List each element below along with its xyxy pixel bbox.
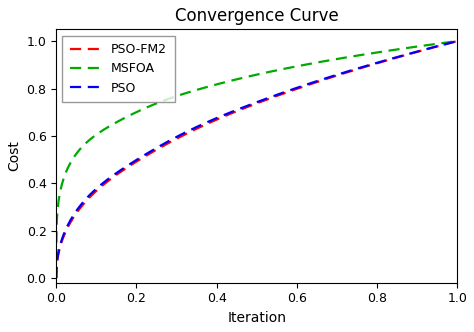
MSFOA <box>328 58 334 62</box>
Y-axis label: Cost: Cost <box>7 140 21 171</box>
Line: PSO: PSO <box>56 41 457 278</box>
PSO-FM2 <box>94 188 100 192</box>
Title: Convergence Curve: Convergence Curve <box>175 7 338 25</box>
PSO-FM2 <box>54 276 59 280</box>
PSO-FM2 <box>454 39 460 43</box>
MSFOA <box>366 52 372 56</box>
PSO <box>454 39 460 43</box>
PSO <box>94 186 100 190</box>
Line: MSFOA: MSFOA <box>56 41 457 278</box>
PSO-FM2 <box>328 75 334 79</box>
PSO <box>366 63 372 67</box>
Legend: PSO-FM2, MSFOA, PSO: PSO-FM2, MSFOA, PSO <box>63 36 175 102</box>
PSO <box>328 74 334 78</box>
PSO-FM2 <box>230 111 236 115</box>
PSO <box>230 110 236 114</box>
PSO <box>373 61 379 65</box>
PSO-FM2 <box>216 117 221 121</box>
MSFOA <box>230 78 236 82</box>
MSFOA <box>216 82 221 86</box>
PSO-FM2 <box>366 64 372 68</box>
PSO <box>216 115 221 119</box>
PSO-FM2 <box>373 61 379 65</box>
MSFOA <box>373 50 379 54</box>
MSFOA <box>94 132 100 136</box>
PSO <box>54 276 59 280</box>
MSFOA <box>454 39 460 43</box>
MSFOA <box>54 276 59 280</box>
X-axis label: Iteration: Iteration <box>227 311 286 325</box>
Line: PSO-FM2: PSO-FM2 <box>56 41 457 278</box>
